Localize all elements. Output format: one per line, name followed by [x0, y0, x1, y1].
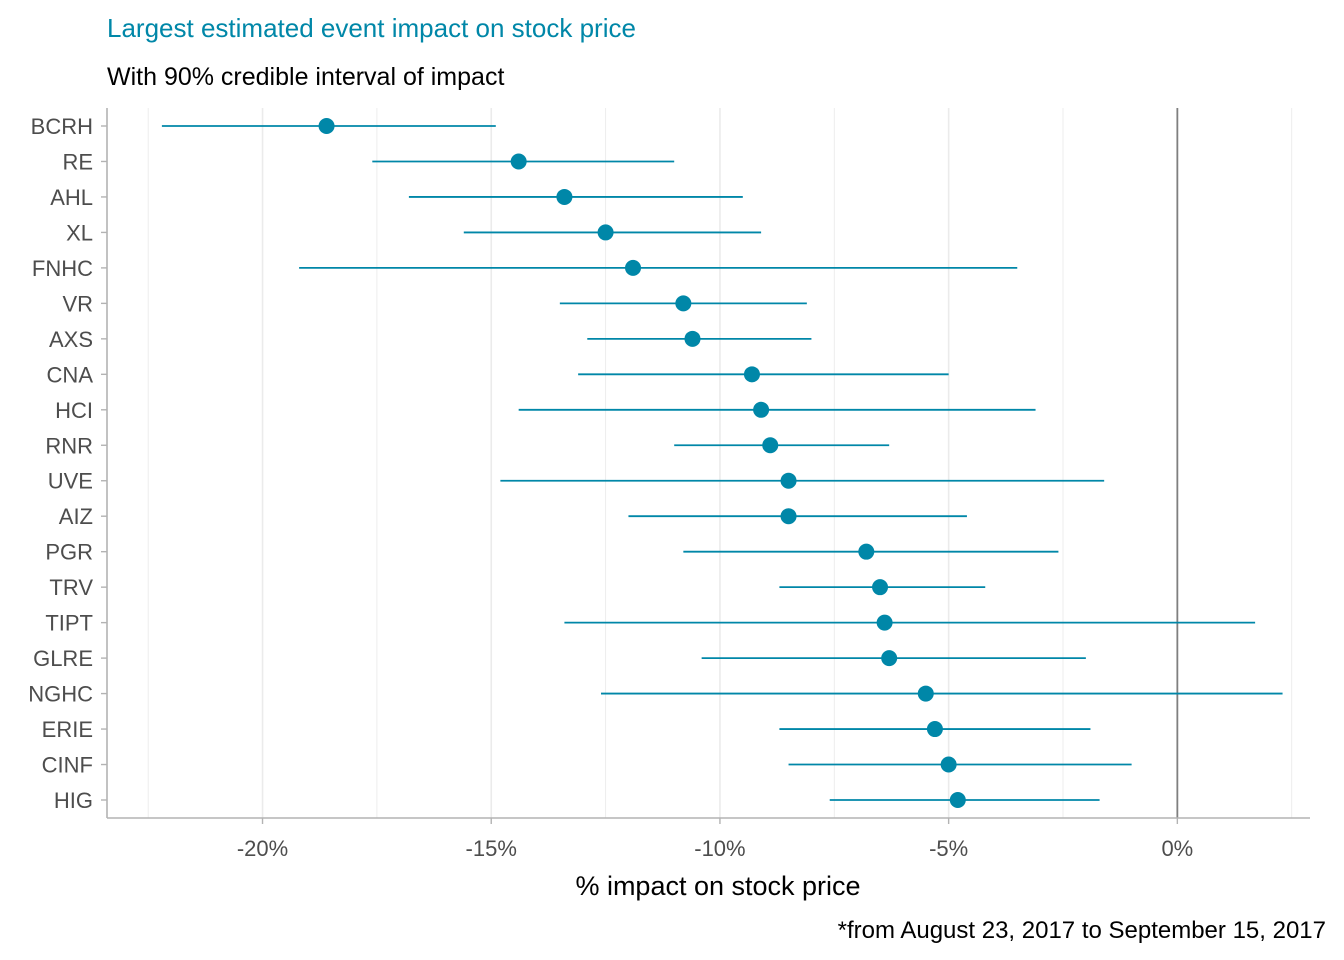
point-erie: [926, 721, 943, 738]
x-tick-labels: -20% -15% -10% -5% 0%: [237, 836, 1193, 861]
point-cinf: [940, 756, 957, 773]
point-nghc: [917, 685, 934, 702]
x-axis-title: % impact on stock price: [575, 871, 860, 901]
point-xl: [597, 224, 614, 241]
x-tick-label: -5%: [929, 836, 968, 861]
y-tick-label-ahl: AHL: [50, 185, 93, 210]
y-tick-label-erie: ERIE: [42, 717, 93, 742]
x-tick-label: -10%: [694, 836, 745, 861]
point-ahl: [556, 188, 573, 205]
point-hig: [949, 792, 966, 808]
y-tick-label-aiz: AIZ: [59, 504, 93, 529]
credible-intervals: [161, 125, 1283, 801]
point-vr: [675, 295, 692, 312]
y-tick-label-rnr: RNR: [45, 433, 93, 458]
y-tick-label-uve: UVE: [48, 469, 93, 494]
y-tick-label-xl: XL: [66, 220, 93, 245]
y-tick-label-hig: HIG: [54, 788, 93, 813]
point-pgr: [858, 543, 875, 560]
y-tick-label-cinf: CINF: [42, 753, 93, 778]
y-tick-label-cna: CNA: [47, 362, 94, 387]
point-re: [510, 153, 527, 170]
y-tick-label-nghc: NGHC: [28, 682, 93, 707]
estimate-points: [318, 118, 966, 808]
x-tick-label: -15%: [466, 836, 517, 861]
y-tick-label-fnhc: FNHC: [32, 256, 93, 281]
y-tick-label-re: RE: [62, 149, 93, 174]
point-trv: [872, 579, 889, 596]
point-bcrh: [318, 118, 335, 134]
y-tick-label-bcrh: BCRH: [31, 114, 93, 139]
y-tick-label-axs: AXS: [49, 327, 93, 352]
y-tick-labels: BCRH RE AHL XL FNHC VR AXS CNA HCI RNR UVE AIZ PGR TR…: [28, 114, 93, 813]
point-tipt: [876, 614, 893, 631]
point-aiz: [780, 508, 797, 525]
point-fnhc: [625, 259, 642, 276]
chart-caption: *from August 23, 2017 to September 15, 2…: [838, 917, 1326, 944]
x-tick-label: 0%: [1161, 836, 1193, 861]
point-rnr: [762, 437, 779, 454]
y-tick-label-pgr: PGR: [45, 540, 93, 565]
y-tick-label-hci: HCI: [55, 398, 93, 423]
point-cna: [743, 366, 760, 383]
axes: [101, 108, 1310, 824]
point-axs: [684, 330, 701, 347]
chart-subtitle: With 90% credible interval of impact: [107, 63, 504, 91]
chart-title: Largest estimated event impact on stock …: [107, 13, 636, 43]
y-tick-label-tipt: TIPT: [45, 611, 93, 636]
y-tick-label-glre: GLRE: [33, 646, 93, 671]
x-tick-label: -20%: [237, 836, 288, 861]
point-hci: [753, 401, 770, 418]
point-uve: [780, 472, 797, 489]
y-tick-label-trv: TRV: [49, 575, 93, 600]
y-tick-label-vr: VR: [62, 291, 93, 316]
point-glre: [881, 650, 898, 667]
grid-lines: [147, 108, 1293, 818]
